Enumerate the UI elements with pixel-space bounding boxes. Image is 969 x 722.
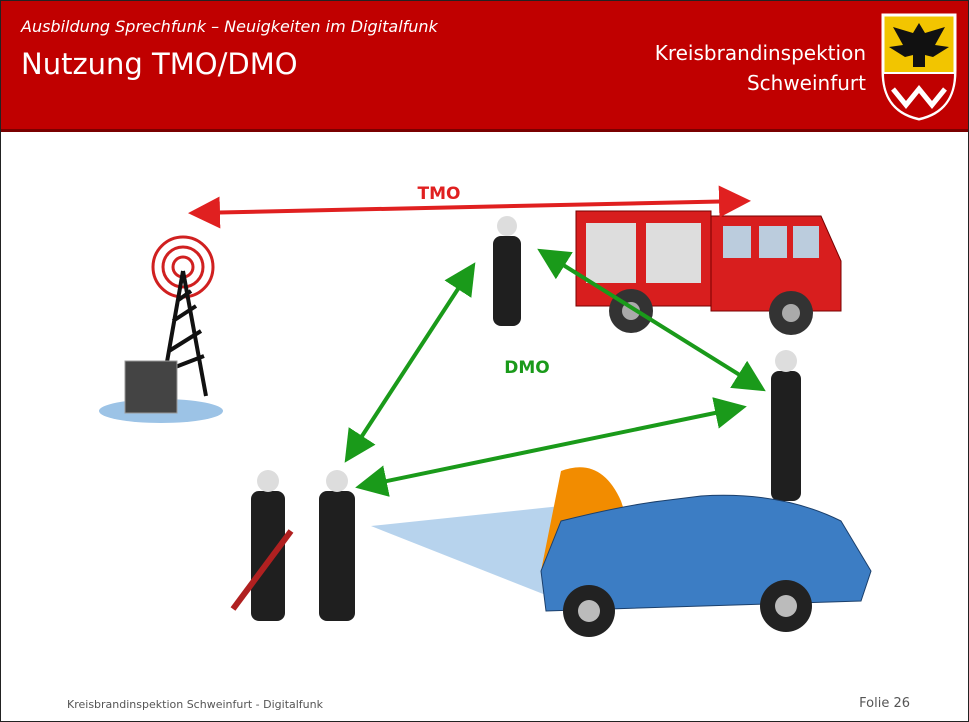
diagram: TMO DMO: [1, 1, 968, 691]
tmo-label: TMO: [418, 184, 461, 204]
footer-left: Kreisbrandinspektion Schweinfurt - Digit…: [67, 698, 323, 711]
slide: Ausbildung Sprechfunk – Neuigkeiten im D…: [0, 0, 969, 722]
fire-truck: [576, 211, 841, 335]
dmo-arrow: [349, 269, 471, 456]
slide-number: Folie 26: [859, 696, 910, 711]
burning-car: [541, 467, 871, 637]
radio-tower: [99, 237, 223, 423]
water-spray: [371, 506, 561, 601]
dmo-label: DMO: [504, 358, 549, 378]
dmo-arrow: [363, 408, 739, 486]
